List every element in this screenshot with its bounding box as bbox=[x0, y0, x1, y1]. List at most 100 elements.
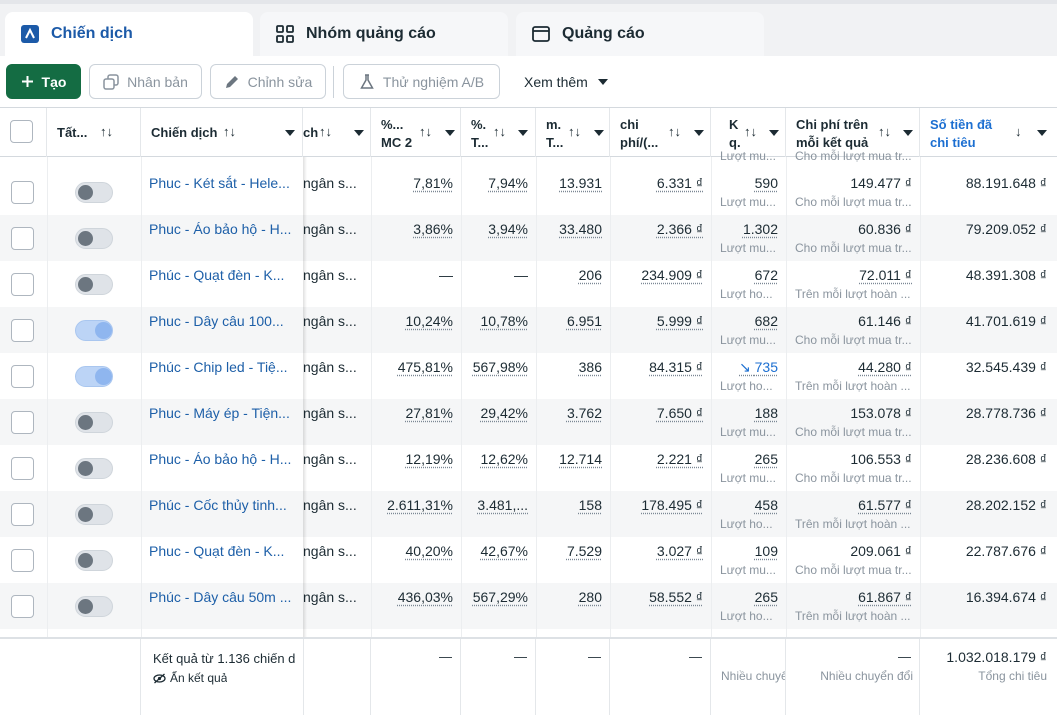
metric-c1[interactable]: 12,19% bbox=[405, 451, 453, 467]
tab-ads[interactable]: Quảng cáo bbox=[516, 12, 764, 56]
metric-c3[interactable]: 33.480 bbox=[559, 221, 602, 237]
campaign-name-link[interactable]: Phúc - Cốc thủy tinh... bbox=[149, 497, 287, 513]
metric-c4[interactable]: 2.221 ₫ bbox=[656, 451, 703, 467]
metric-c1[interactable]: 3,86% bbox=[413, 221, 453, 237]
hide-results-toggle[interactable]: Ẩn kết quả bbox=[153, 671, 227, 685]
campaign-name-link[interactable]: Phuc - Quạt đèn - K... bbox=[149, 543, 285, 559]
result-value[interactable]: 188 bbox=[755, 405, 778, 421]
result-value[interactable]: ↘ 735 bbox=[739, 359, 778, 376]
result-value[interactable]: 1.302 bbox=[743, 221, 778, 237]
metric-c3[interactable]: 206 bbox=[578, 267, 602, 283]
edit-button[interactable]: Chỉnh sửa bbox=[210, 64, 326, 99]
metric-c4[interactable]: 2.366 ₫ bbox=[656, 221, 703, 237]
metric-c3[interactable]: 7.529 bbox=[566, 543, 602, 559]
tab-ad-sets[interactable]: Nhóm quảng cáo bbox=[260, 12, 508, 56]
row-checkbox[interactable] bbox=[11, 365, 34, 388]
table-row[interactable]: Phuc - Áo bảo hộ - H... ngân s... 3,86% 3,9… bbox=[0, 215, 1057, 261]
chevron-down-icon[interactable] bbox=[285, 130, 295, 136]
table-row[interactable]: Phuc - Quạt đèn - K... ngân s... 40,20% 42,… bbox=[0, 537, 1057, 583]
metric-c3[interactable]: 6.951 bbox=[566, 313, 602, 329]
campaign-toggle[interactable] bbox=[75, 320, 113, 341]
ab-test-button[interactable]: Thử nghiệm A/B bbox=[343, 64, 500, 99]
result-value[interactable]: 458 bbox=[755, 497, 778, 513]
see-more-dropdown[interactable]: Xem thêm bbox=[524, 64, 608, 99]
campaign-name-link[interactable]: Phúc - Chip led - Tiệ... bbox=[149, 359, 288, 375]
table-row[interactable]: Phuc - Áo bảo hộ - H... ngân s... 12,19% 12… bbox=[0, 445, 1057, 491]
chevron-down-icon[interactable] bbox=[354, 130, 364, 136]
col-header-cost-per-result[interactable]: Chi phí trên mỗi kết quả ↑↓ bbox=[786, 108, 920, 157]
metric-c1[interactable]: 40,20% bbox=[405, 543, 453, 559]
metric-c1[interactable]: 10,24% bbox=[405, 313, 453, 329]
select-all-checkbox[interactable] bbox=[10, 120, 33, 143]
campaign-toggle[interactable] bbox=[75, 228, 113, 249]
metric-c2[interactable]: 3,94% bbox=[488, 221, 528, 237]
row-checkbox[interactable] bbox=[11, 503, 34, 526]
result-value[interactable]: 682 bbox=[755, 313, 778, 329]
campaign-toggle[interactable] bbox=[75, 412, 113, 433]
campaign-toggle[interactable] bbox=[75, 458, 113, 479]
metric-c4[interactable]: 58.552 ₫ bbox=[649, 589, 703, 605]
col-header-pct[interactable]: %. T... ↑↓ bbox=[461, 108, 536, 157]
metric-c1[interactable]: 475,81% bbox=[397, 359, 453, 375]
metric-c3[interactable]: 13.931 bbox=[559, 175, 602, 191]
chevron-down-icon[interactable] bbox=[594, 130, 604, 136]
sort-icon[interactable]: ↑↓ bbox=[223, 124, 236, 139]
duplicate-button[interactable]: Nhân bản bbox=[89, 64, 202, 99]
metric-c2[interactable]: 3.481,... bbox=[477, 497, 528, 513]
table-row[interactable]: Phúc - Chip led - Tiệ... ngân s... 475,81%… bbox=[0, 353, 1057, 399]
sort-icon[interactable]: ↑↓ bbox=[668, 124, 681, 139]
row-checkbox[interactable] bbox=[11, 227, 34, 250]
row-checkbox[interactable] bbox=[11, 549, 34, 572]
metric-c1[interactable]: 27,81% bbox=[405, 405, 453, 421]
campaign-toggle[interactable] bbox=[75, 274, 113, 295]
col-header-cost-per[interactable]: chi phí/(... ↑↓ bbox=[610, 108, 711, 157]
campaign-name-link[interactable]: Phúc - Quạt đèn - K... bbox=[149, 267, 285, 283]
campaign-name-link[interactable]: Phuc - Áo bảo hộ - H... bbox=[149, 221, 292, 237]
col-header-budget[interactable]: ch ↑↓ bbox=[303, 108, 371, 157]
campaign-name-link[interactable]: Phuc - Két sắt - Hele... bbox=[149, 175, 290, 191]
sort-icon[interactable]: ↑↓ bbox=[100, 124, 113, 139]
table-row[interactable]: Phúc - Cốc thủy tinh... ngân s... 2.611,31… bbox=[0, 491, 1057, 537]
chevron-down-icon[interactable] bbox=[903, 130, 913, 136]
metric-c3[interactable]: 3.762 bbox=[566, 405, 602, 421]
metric-c4[interactable]: 7.650 ₫ bbox=[656, 405, 703, 421]
result-value[interactable]: 109 bbox=[755, 543, 778, 559]
campaign-toggle[interactable] bbox=[75, 504, 113, 525]
sort-icon[interactable]: ↑↓ bbox=[319, 124, 332, 139]
metric-c4[interactable]: 3.027 ₫ bbox=[656, 543, 703, 559]
metric-c1[interactable]: 7,81% bbox=[413, 175, 453, 191]
col-header-m[interactable]: m. T... ↑↓ bbox=[536, 108, 610, 157]
col-header-all[interactable]: Tất... ↑↓ bbox=[47, 108, 141, 157]
chevron-down-icon[interactable] bbox=[694, 130, 704, 136]
chevron-down-icon[interactable] bbox=[769, 130, 779, 136]
row-checkbox[interactable] bbox=[11, 411, 34, 434]
metric-c3[interactable]: 386 bbox=[578, 359, 602, 375]
result-value[interactable]: 265 bbox=[755, 589, 778, 605]
chevron-down-icon[interactable] bbox=[1037, 130, 1047, 136]
row-checkbox[interactable] bbox=[11, 595, 34, 618]
sort-icon[interactable]: ↑↓ bbox=[419, 124, 432, 139]
sort-icon[interactable]: ↑↓ bbox=[568, 124, 581, 139]
col-header-campaign[interactable]: Chiến dịch ↑↓ bbox=[141, 108, 303, 157]
sort-desc-icon[interactable]: ↓ bbox=[1015, 124, 1022, 139]
metric-c3[interactable]: 158 bbox=[578, 497, 602, 513]
row-checkbox[interactable] bbox=[11, 181, 34, 204]
col-header-results[interactable]: K q. ↑↓ bbox=[711, 108, 786, 157]
result-value[interactable]: 672 bbox=[755, 267, 778, 283]
sort-icon[interactable]: ↑↓ bbox=[744, 124, 757, 139]
row-checkbox[interactable] bbox=[11, 457, 34, 480]
metric-c3[interactable]: 12.714 bbox=[559, 451, 602, 467]
table-row[interactable]: Phúc - Quạt đèn - K... ngân s... — — 206 234.… bbox=[0, 261, 1057, 307]
cost-per-result[interactable]: 44.280 ₫ bbox=[858, 359, 912, 375]
cost-per-result[interactable]: 61.577 ₫ bbox=[858, 497, 912, 513]
cost-per-result[interactable]: 72.011 ₫ bbox=[859, 267, 912, 283]
campaign-name-link[interactable]: Phúc - Dây câu 50m ... bbox=[149, 589, 292, 605]
sort-icon[interactable]: ↑↓ bbox=[878, 124, 891, 139]
col-header-ctr[interactable]: %... MC 2 ↑↓ bbox=[371, 108, 461, 157]
campaign-name-link[interactable]: Phuc - Áo bảo hộ - H... bbox=[149, 451, 292, 467]
col-header-amount-spent[interactable]: Số tiền đã chi tiêu ↓ bbox=[920, 108, 1057, 157]
metric-c4[interactable]: 84.315 ₫ bbox=[649, 359, 703, 375]
table-row[interactable]: Phúc - Dây câu 50m ... ngân s... 436,03% 56… bbox=[0, 583, 1057, 629]
result-value[interactable]: 265 bbox=[755, 451, 778, 467]
table-row[interactable]: Phuc - Két sắt - Hele... ngân s... 7,81% 7,… bbox=[0, 169, 1057, 215]
